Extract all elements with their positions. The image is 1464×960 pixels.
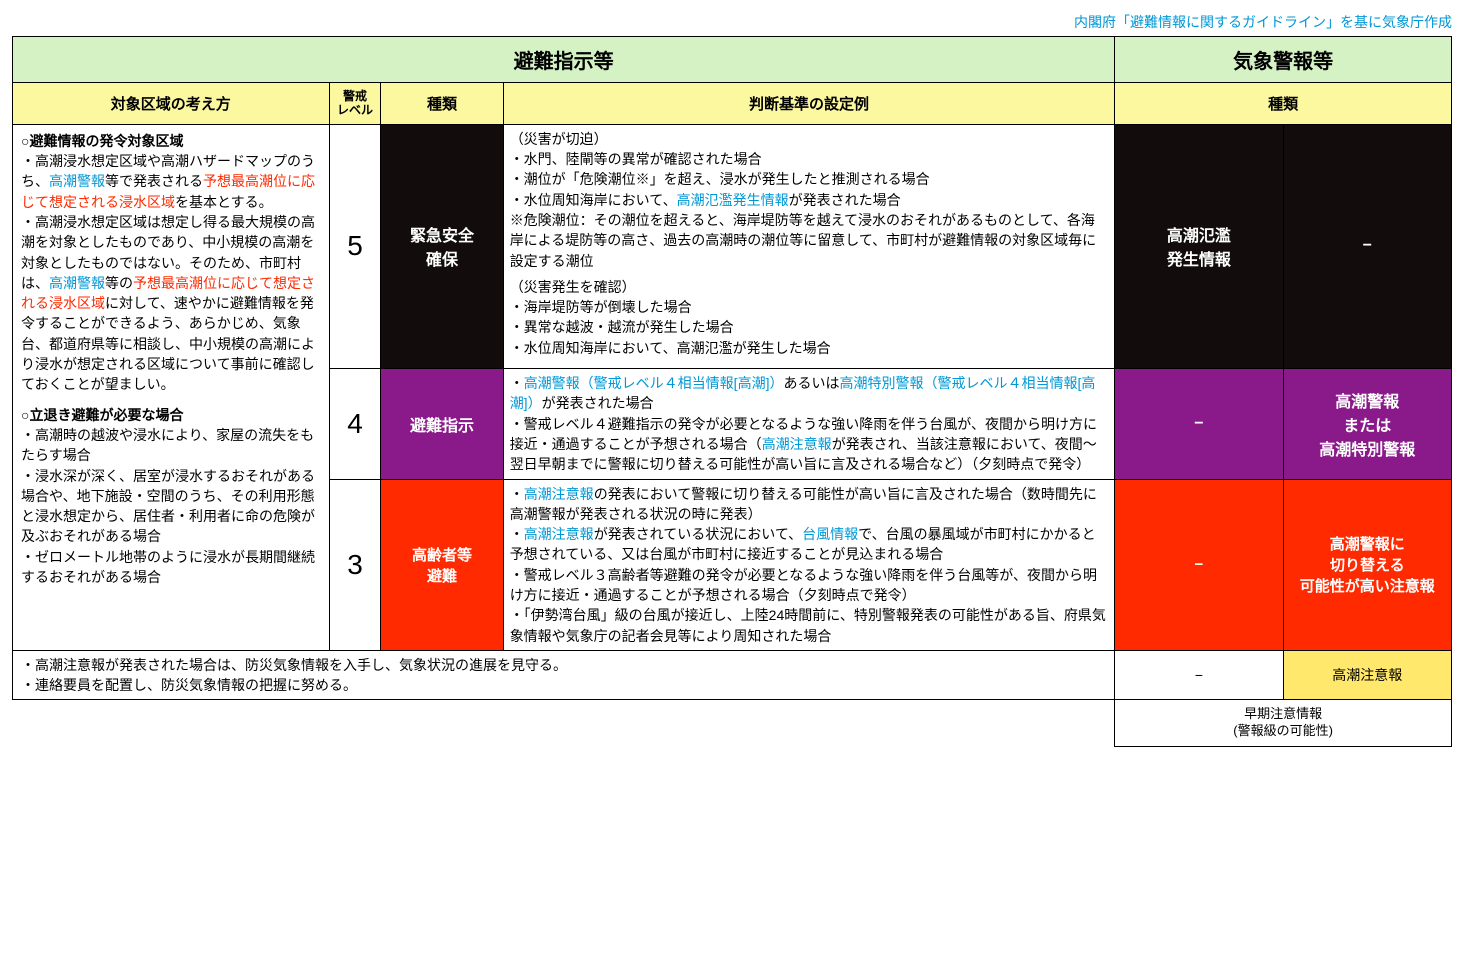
col-level: 警戒レベル <box>329 83 381 125</box>
level-3: 3 <box>329 479 381 650</box>
col-met-type: 種類 <box>1115 83 1452 125</box>
col-criteria: 判断基準の設定例 <box>503 83 1115 125</box>
header-left-group: 避難指示等 <box>13 37 1115 83</box>
footer-met-1: − <box>1115 650 1283 699</box>
type-4: 避難指示 <box>381 369 503 479</box>
met-4-1: − <box>1115 369 1283 479</box>
col-type: 種類 <box>381 83 503 125</box>
met-3-1: − <box>1115 479 1283 650</box>
evacuation-table: 避難指示等 気象警報等 対象区域の考え方 警戒レベル 種類 判断基準の設定例 種… <box>12 36 1452 747</box>
footer-notes: ・高潮注意報が発表された場合は、防災気象情報を入手し、気象状況の進展を見守る。・… <box>13 650 1115 699</box>
footer-met-2: 高潮注意報 <box>1283 650 1451 699</box>
header-right-group: 気象警報等 <box>1115 37 1452 83</box>
credit-line: 内閣府「避難情報に関するガイドライン」を基に気象庁作成 <box>12 12 1452 32</box>
criteria-5: （災害が切迫）・水門、陸閘等の異常が確認された場合・潮位が「危険潮位※」を超え、… <box>503 124 1115 368</box>
early-info: 早期注意情報(警報級の可能性) <box>1115 699 1452 746</box>
met-4-2: 高潮警報または高潮特別警報 <box>1283 369 1451 479</box>
criteria-4: ・高潮警報（警戒レベル４相当情報[高潮]）あるいは高潮特別警報（警戒レベル４相当… <box>503 369 1115 479</box>
met-5-2: − <box>1283 124 1451 368</box>
met-3-2: 高潮警報に切り替える可能性が高い注意報 <box>1283 479 1451 650</box>
level-4: 4 <box>329 369 381 479</box>
type-5: 緊急安全確保 <box>381 124 503 368</box>
type-3: 高齢者等避難 <box>381 479 503 650</box>
level-5: 5 <box>329 124 381 368</box>
empty-cell <box>13 699 1115 746</box>
col-region: 対象区域の考え方 <box>13 83 330 125</box>
region-cell: ○避難情報の発令対象区域・高潮浸水想定区域や高潮ハザードマップのうち、高潮警報等… <box>13 124 330 650</box>
criteria-3: ・高潮注意報の発表において警報に切り替える可能性が高い旨に言及された場合（数時間… <box>503 479 1115 650</box>
met-5-1: 高潮氾濫発生情報 <box>1115 124 1283 368</box>
